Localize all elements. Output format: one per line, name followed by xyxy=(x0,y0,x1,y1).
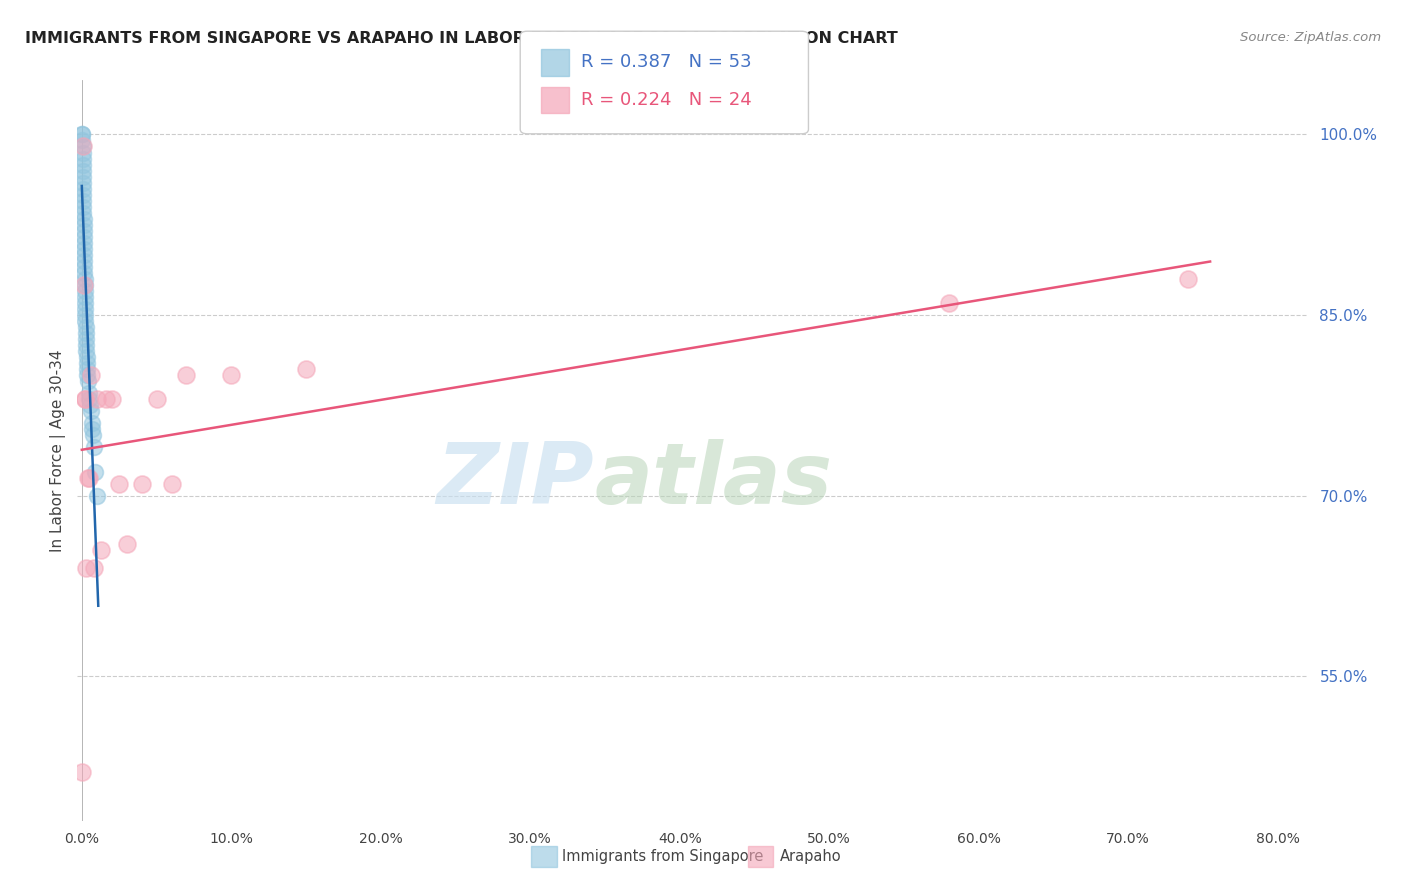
Point xyxy=(72,211,94,226)
Point xyxy=(86,489,108,503)
Point xyxy=(75,326,97,340)
Point xyxy=(76,374,98,388)
Point xyxy=(72,133,94,147)
Point xyxy=(295,362,318,376)
Point xyxy=(73,248,96,262)
Point xyxy=(79,470,101,484)
Text: Arapaho: Arapaho xyxy=(780,849,842,863)
Text: IMMIGRANTS FROM SINGAPORE VS ARAPAHO IN LABOR FORCE | AGE 30-34 CORRELATION CHAR: IMMIGRANTS FROM SINGAPORE VS ARAPAHO IN … xyxy=(25,31,898,47)
Point xyxy=(82,422,104,436)
Point xyxy=(73,260,96,274)
Point xyxy=(72,169,94,184)
Point xyxy=(73,392,96,407)
Point xyxy=(72,765,94,780)
Point xyxy=(72,139,94,153)
Point xyxy=(72,194,94,208)
Point xyxy=(73,229,96,244)
Point xyxy=(115,537,138,551)
Point xyxy=(76,470,98,484)
Point xyxy=(73,272,96,286)
Point xyxy=(75,301,97,316)
Point xyxy=(73,253,96,268)
Point xyxy=(72,181,94,195)
Point xyxy=(221,368,243,383)
Point xyxy=(73,235,96,250)
Text: Source: ZipAtlas.com: Source: ZipAtlas.com xyxy=(1240,31,1381,45)
Point xyxy=(80,417,103,431)
Point xyxy=(72,200,94,214)
Point xyxy=(94,392,117,407)
Point xyxy=(76,362,98,376)
Text: R = 0.224   N = 24: R = 0.224 N = 24 xyxy=(581,91,751,109)
Point xyxy=(1177,272,1199,286)
Point xyxy=(90,542,112,557)
Point xyxy=(75,561,97,575)
Point xyxy=(75,332,97,346)
Point xyxy=(76,350,98,364)
Point xyxy=(131,476,153,491)
Point xyxy=(75,308,97,322)
Point xyxy=(73,296,96,310)
Point xyxy=(72,157,94,171)
Point xyxy=(72,218,94,232)
Point xyxy=(79,398,101,412)
Point xyxy=(84,465,107,479)
Point xyxy=(160,476,183,491)
Point xyxy=(73,277,96,292)
Point xyxy=(83,561,105,575)
Point xyxy=(72,139,94,153)
Point xyxy=(80,404,103,418)
Point xyxy=(72,128,94,142)
Point xyxy=(72,187,94,202)
Point xyxy=(75,314,97,328)
Point xyxy=(938,296,960,310)
Y-axis label: In Labor Force | Age 30-34: In Labor Force | Age 30-34 xyxy=(51,349,66,552)
Text: ZIP: ZIP xyxy=(436,439,595,522)
Point xyxy=(77,386,100,401)
Point xyxy=(73,277,96,292)
Point xyxy=(73,224,96,238)
Text: R = 0.387   N = 53: R = 0.387 N = 53 xyxy=(581,54,751,71)
Point xyxy=(76,368,98,383)
Text: Immigrants from Singapore: Immigrants from Singapore xyxy=(562,849,763,863)
Point xyxy=(80,368,103,383)
Point xyxy=(82,428,104,442)
Point xyxy=(73,284,96,298)
Point xyxy=(79,392,101,407)
Text: atlas: atlas xyxy=(595,439,832,522)
Point xyxy=(176,368,198,383)
Point xyxy=(76,356,98,370)
Point xyxy=(145,392,167,407)
Point xyxy=(75,320,97,334)
Point xyxy=(72,176,94,190)
Point xyxy=(75,338,97,352)
Point xyxy=(72,163,94,178)
Point xyxy=(108,476,131,491)
Point xyxy=(72,145,94,160)
Point xyxy=(73,266,96,280)
Point xyxy=(73,290,96,304)
Point xyxy=(100,392,122,407)
Point xyxy=(83,441,105,455)
Point xyxy=(75,344,97,359)
Point xyxy=(72,205,94,219)
Point xyxy=(73,242,96,256)
Point xyxy=(72,152,94,166)
Point xyxy=(70,128,93,142)
Point xyxy=(86,392,108,407)
Point xyxy=(75,392,97,407)
